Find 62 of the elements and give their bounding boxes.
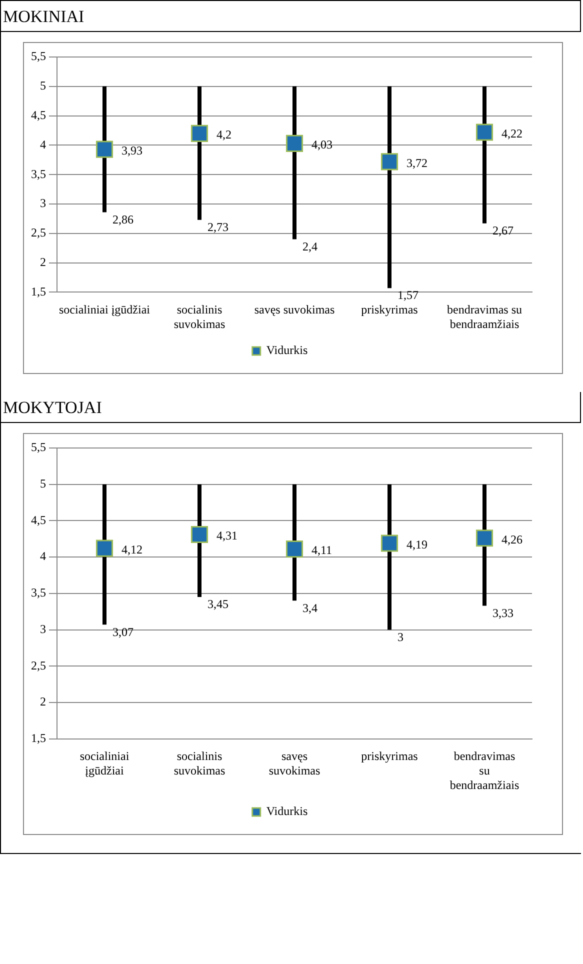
data-label: 3,93 [122,143,142,158]
x-tick-label: socialinis suvokimas [174,749,226,778]
annotation: 2,67 [492,224,514,238]
y-tick-label: 4 [40,549,46,564]
point [476,530,494,547]
point [286,540,304,558]
annotation: 3,07 [112,624,134,639]
x-tick-label: savęs suvokimas [254,302,335,317]
y-tick-label: 3,5 [31,586,46,600]
legend-label: Vidurkis [266,343,308,358]
y-tick-label: 1,5 [31,730,46,745]
annotation: 2,86 [112,212,134,226]
point [286,134,304,152]
y-tick-label: 3 [40,622,46,636]
data-label: 4,22 [502,126,522,140]
x-tick-label: priskyrimas [361,749,418,764]
y-tick-label: 5,5 [31,49,46,64]
data-label: 4,31 [216,528,238,543]
data-label: 4,2 [216,128,232,142]
annotation: 2,73 [208,220,228,234]
y-tick-label: 4 [40,137,46,152]
chart-title: MOKINIAI [1,1,581,32]
y-tick-label: 4,5 [31,512,46,527]
annotation: 3,4 [302,600,318,615]
chart-title: MOKYTOJAI [1,392,581,423]
point [96,140,114,158]
x-tick-label: socialiniai įgūdžiai [59,302,151,317]
point [476,124,494,141]
point [190,526,208,544]
x-tick-label: socialiniai įgūdžiai [80,749,130,778]
x-tick-label: bendravimas su bendraamžiais [447,302,522,331]
point [190,124,208,142]
data-label: 4,12 [122,542,142,556]
annotation: 3 [398,630,404,644]
x-tick-label: priskyrimas [361,302,418,317]
point [96,540,114,557]
annotation: 3,45 [208,597,228,612]
y-tick-label: 1,5 [31,284,46,298]
y-tick-label: 3,5 [31,166,46,181]
y-tick-label: 5 [40,78,46,93]
y-tick-label: 5 [40,476,46,491]
data-label: 4,19 [406,537,428,552]
y-tick-label: 3 [40,196,46,210]
point [380,153,398,170]
y-tick-label: 5,5 [31,440,46,454]
x-tick-label: bendravimas su bendraamžiais [450,749,520,792]
x-tick-label: savęs suvokimas [268,749,320,778]
annotation: 2,4 [302,239,318,254]
y-tick-label: 2 [40,254,46,269]
x-tick-label: socialinis suvokimas [174,302,226,331]
y-tick-label: 2 [40,694,46,709]
y-tick-label: 2,5 [31,658,46,672]
legend-label: Vidurkis [266,804,308,818]
data-label: 4,11 [312,543,332,558]
data-label: 4,03 [312,138,332,152]
annotation: 1,57 [398,288,418,302]
data-label: 3,72 [406,156,428,170]
point [380,534,398,552]
y-tick-label: 2,5 [31,226,46,240]
data-label: 4,26 [502,532,522,546]
y-tick-label: 4,5 [31,108,46,122]
annotation: 3,33 [492,606,514,620]
